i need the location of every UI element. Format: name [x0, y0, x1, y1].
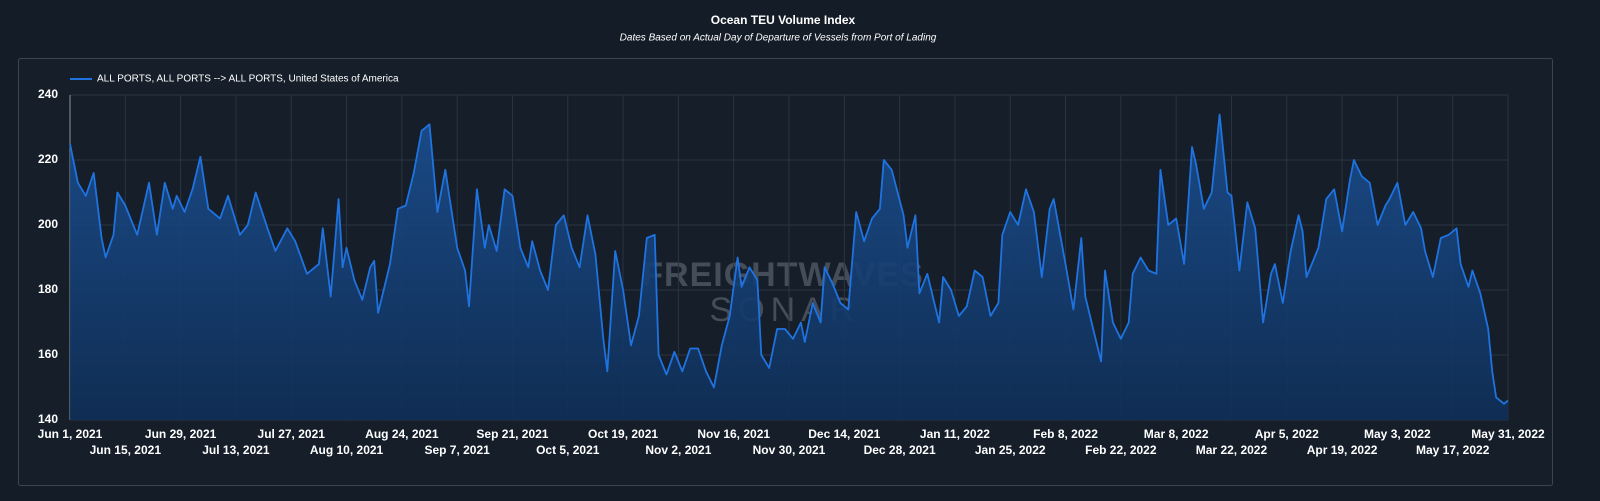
x-tick-label: May 17, 2022 [1416, 443, 1490, 457]
y-tick-label: 220 [38, 152, 58, 166]
x-tick-label: Sep 7, 2021 [424, 443, 490, 457]
x-tick-label: Jan 25, 2022 [975, 443, 1046, 457]
x-tick-label: Apr 19, 2022 [1307, 443, 1378, 457]
legend-label: ALL PORTS, ALL PORTS --> ALL PORTS, Unit… [97, 74, 399, 85]
y-tick-label: 140 [38, 412, 58, 426]
x-tick-label: Feb 8, 2022 [1033, 427, 1098, 441]
x-tick-label: May 31, 2022 [1471, 427, 1545, 441]
y-tick-label: 160 [38, 347, 58, 361]
x-tick-label: Sep 21, 2021 [476, 427, 548, 441]
x-tick-label: Feb 22, 2022 [1085, 443, 1157, 457]
x-tick-label: Jul 13, 2021 [202, 443, 270, 457]
x-tick-label: Mar 22, 2022 [1196, 443, 1268, 457]
x-tick-label: Jan 11, 2022 [920, 427, 990, 441]
x-tick-label: Dec 14, 2021 [808, 427, 880, 441]
x-tick-label: Aug 24, 2021 [365, 427, 439, 441]
x-tick-label: Mar 8, 2022 [1144, 427, 1209, 441]
y-tick-label: 200 [38, 217, 58, 231]
x-tick-label: Oct 5, 2021 [536, 443, 600, 457]
chart-subtitle: Dates Based on Actual Day of Departure o… [620, 33, 937, 44]
x-tick-label: Jun 1, 2021 [38, 427, 103, 441]
x-tick-label: Jun 29, 2021 [145, 427, 217, 441]
x-tick-label: Oct 19, 2021 [588, 427, 658, 441]
x-tick-label: Nov 2, 2021 [645, 443, 711, 457]
x-tick-label: May 3, 2022 [1364, 427, 1431, 441]
x-tick-label: Jul 27, 2021 [258, 427, 326, 441]
x-tick-label: Nov 16, 2021 [697, 427, 770, 441]
x-tick-label: Nov 30, 2021 [753, 443, 826, 457]
x-tick-label: Dec 28, 2021 [864, 443, 936, 457]
chart-title: Ocean TEU Volume Index [711, 13, 856, 27]
line [69, 113, 1509, 405]
y-tick-label: 180 [38, 282, 58, 296]
y-tick-label: 240 [38, 87, 58, 101]
area-fill [70, 114, 1508, 420]
x-tick-label: Aug 10, 2021 [310, 443, 384, 457]
x-tick-label: Jun 15, 2021 [90, 443, 162, 457]
x-tick-label: Apr 5, 2022 [1255, 427, 1319, 441]
